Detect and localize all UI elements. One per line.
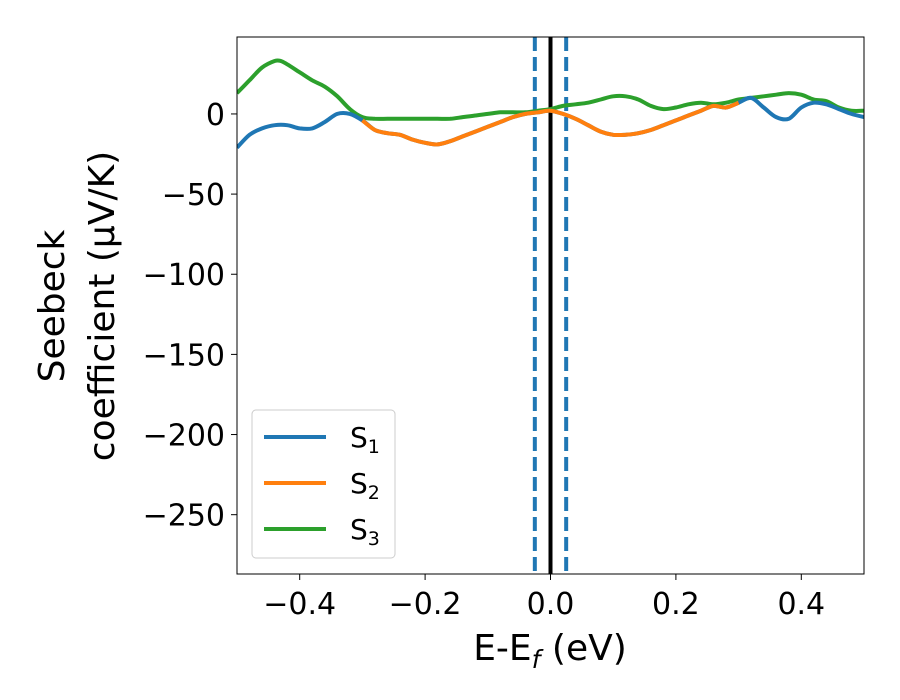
y-axis-label-line2: coefficient (μV/K)	[82, 151, 123, 461]
legend-label-s2: S2	[350, 467, 380, 504]
y-tick-label: −100	[143, 258, 225, 293]
y-tick-label: −150	[143, 338, 225, 373]
x-axis-label: E-Ef (eV)	[473, 628, 627, 674]
y-tick-label: 0	[206, 98, 225, 133]
x-tick-label: 0.0	[527, 587, 575, 622]
x-tick-label: −0.4	[263, 587, 336, 622]
legend: S1 S2 S3	[251, 409, 396, 559]
series-line-s2	[361, 100, 740, 147]
y-axis: 0 −50 −100 −150 −200 −250	[143, 98, 237, 534]
x-tick-label: −0.2	[389, 587, 462, 622]
y-axis-label-line1: Seebeck	[32, 229, 73, 382]
y-axis-label: Seebeck coefficient (μV/K)	[32, 151, 123, 461]
legend-label-s3: S3	[350, 513, 380, 550]
reference-lines	[532, 37, 569, 574]
series-layer	[237, 58, 864, 150]
x-tick-label: 0.4	[777, 587, 825, 622]
y-tick-label: −50	[162, 178, 225, 213]
y-tick-label: −200	[143, 419, 225, 454]
y-tick-label: −250	[143, 499, 225, 534]
x-tick-label: 0.2	[652, 587, 700, 622]
legend-label-s1: S1	[350, 421, 380, 458]
x-axis: −0.4 −0.2 0.0 0.2 0.4	[263, 574, 825, 622]
